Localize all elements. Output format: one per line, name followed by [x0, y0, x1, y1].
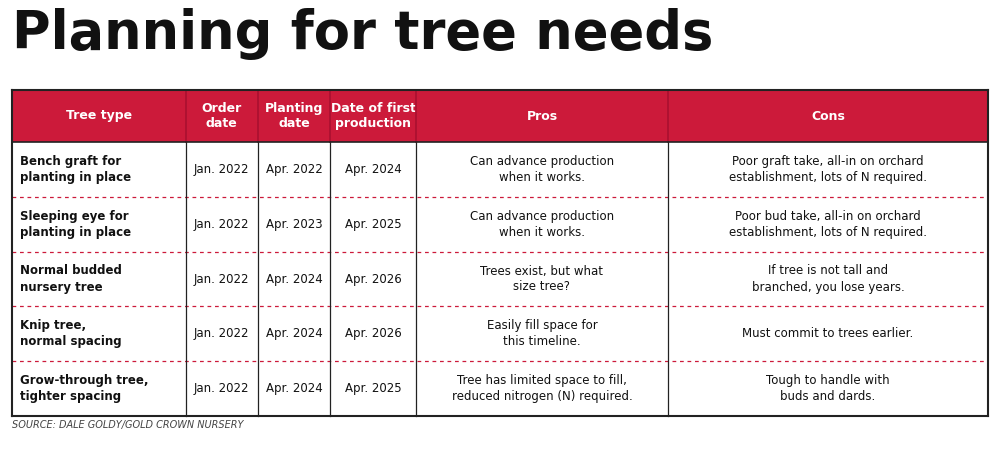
Text: Can advance production
when it works.: Can advance production when it works.: [470, 155, 614, 184]
Text: Easily fill space for
this timeline.: Easily fill space for this timeline.: [487, 319, 597, 348]
Text: Must commit to trees earlier.: Must commit to trees earlier.: [742, 327, 914, 340]
Text: Trees exist, but what
size tree?: Trees exist, but what size tree?: [480, 265, 603, 293]
Text: Bench graft for
planting in place: Bench graft for planting in place: [20, 155, 131, 184]
Text: Jan. 2022: Jan. 2022: [194, 272, 250, 286]
Text: Tree has limited space to fill,
reduced nitrogen (N) required.: Tree has limited space to fill, reduced …: [452, 374, 632, 403]
Text: Grow-through tree,
tighter spacing: Grow-through tree, tighter spacing: [20, 374, 148, 403]
Text: Sleeping eye for
planting in place: Sleeping eye for planting in place: [20, 210, 131, 239]
Bar: [12, 142, 988, 197]
Bar: [12, 90, 988, 142]
Text: Pros: Pros: [526, 109, 558, 123]
Text: Cons: Cons: [811, 109, 845, 123]
Text: Jan. 2022: Jan. 2022: [194, 382, 250, 395]
Text: SOURCE: DALE GOLDY/GOLD CROWN NURSERY: SOURCE: DALE GOLDY/GOLD CROWN NURSERY: [12, 420, 244, 430]
Text: Poor bud take, all-in on orchard
establishment, lots of N required.: Poor bud take, all-in on orchard establi…: [729, 210, 927, 239]
Text: Apr. 2024: Apr. 2024: [266, 327, 322, 340]
Text: Apr. 2025: Apr. 2025: [345, 218, 401, 231]
Text: Date of first
production: Date of first production: [331, 102, 416, 130]
Text: Poor graft take, all-in on orchard
establishment, lots of N required.: Poor graft take, all-in on orchard estab…: [729, 155, 927, 184]
Text: Apr. 2024: Apr. 2024: [266, 382, 322, 395]
Text: Apr. 2026: Apr. 2026: [345, 327, 401, 340]
Text: Apr. 2025: Apr. 2025: [345, 382, 401, 395]
Text: Planning for tree needs: Planning for tree needs: [12, 8, 713, 60]
Text: Tree type: Tree type: [66, 109, 132, 123]
Text: If tree is not tall and
branched, you lose years.: If tree is not tall and branched, you lo…: [752, 265, 904, 293]
Text: Can advance production
when it works.: Can advance production when it works.: [470, 210, 614, 239]
Text: Apr. 2022: Apr. 2022: [266, 163, 322, 176]
Text: Normal budded
nursery tree: Normal budded nursery tree: [20, 265, 122, 293]
Text: Apr. 2024: Apr. 2024: [345, 163, 401, 176]
Text: Jan. 2022: Jan. 2022: [194, 163, 250, 176]
Text: Jan. 2022: Jan. 2022: [194, 327, 250, 340]
Bar: [12, 306, 988, 361]
Text: Tough to handle with
buds and dards.: Tough to handle with buds and dards.: [766, 374, 890, 403]
Bar: [12, 252, 988, 306]
Text: Apr. 2026: Apr. 2026: [345, 272, 401, 286]
Text: Knip tree,
normal spacing: Knip tree, normal spacing: [20, 319, 122, 348]
Text: Apr. 2023: Apr. 2023: [266, 218, 322, 231]
Text: Planting
date: Planting date: [265, 102, 323, 130]
Text: Order
date: Order date: [202, 102, 242, 130]
Bar: [12, 361, 988, 416]
Bar: [12, 197, 988, 252]
Text: Jan. 2022: Jan. 2022: [194, 218, 250, 231]
Text: Apr. 2024: Apr. 2024: [266, 272, 322, 286]
